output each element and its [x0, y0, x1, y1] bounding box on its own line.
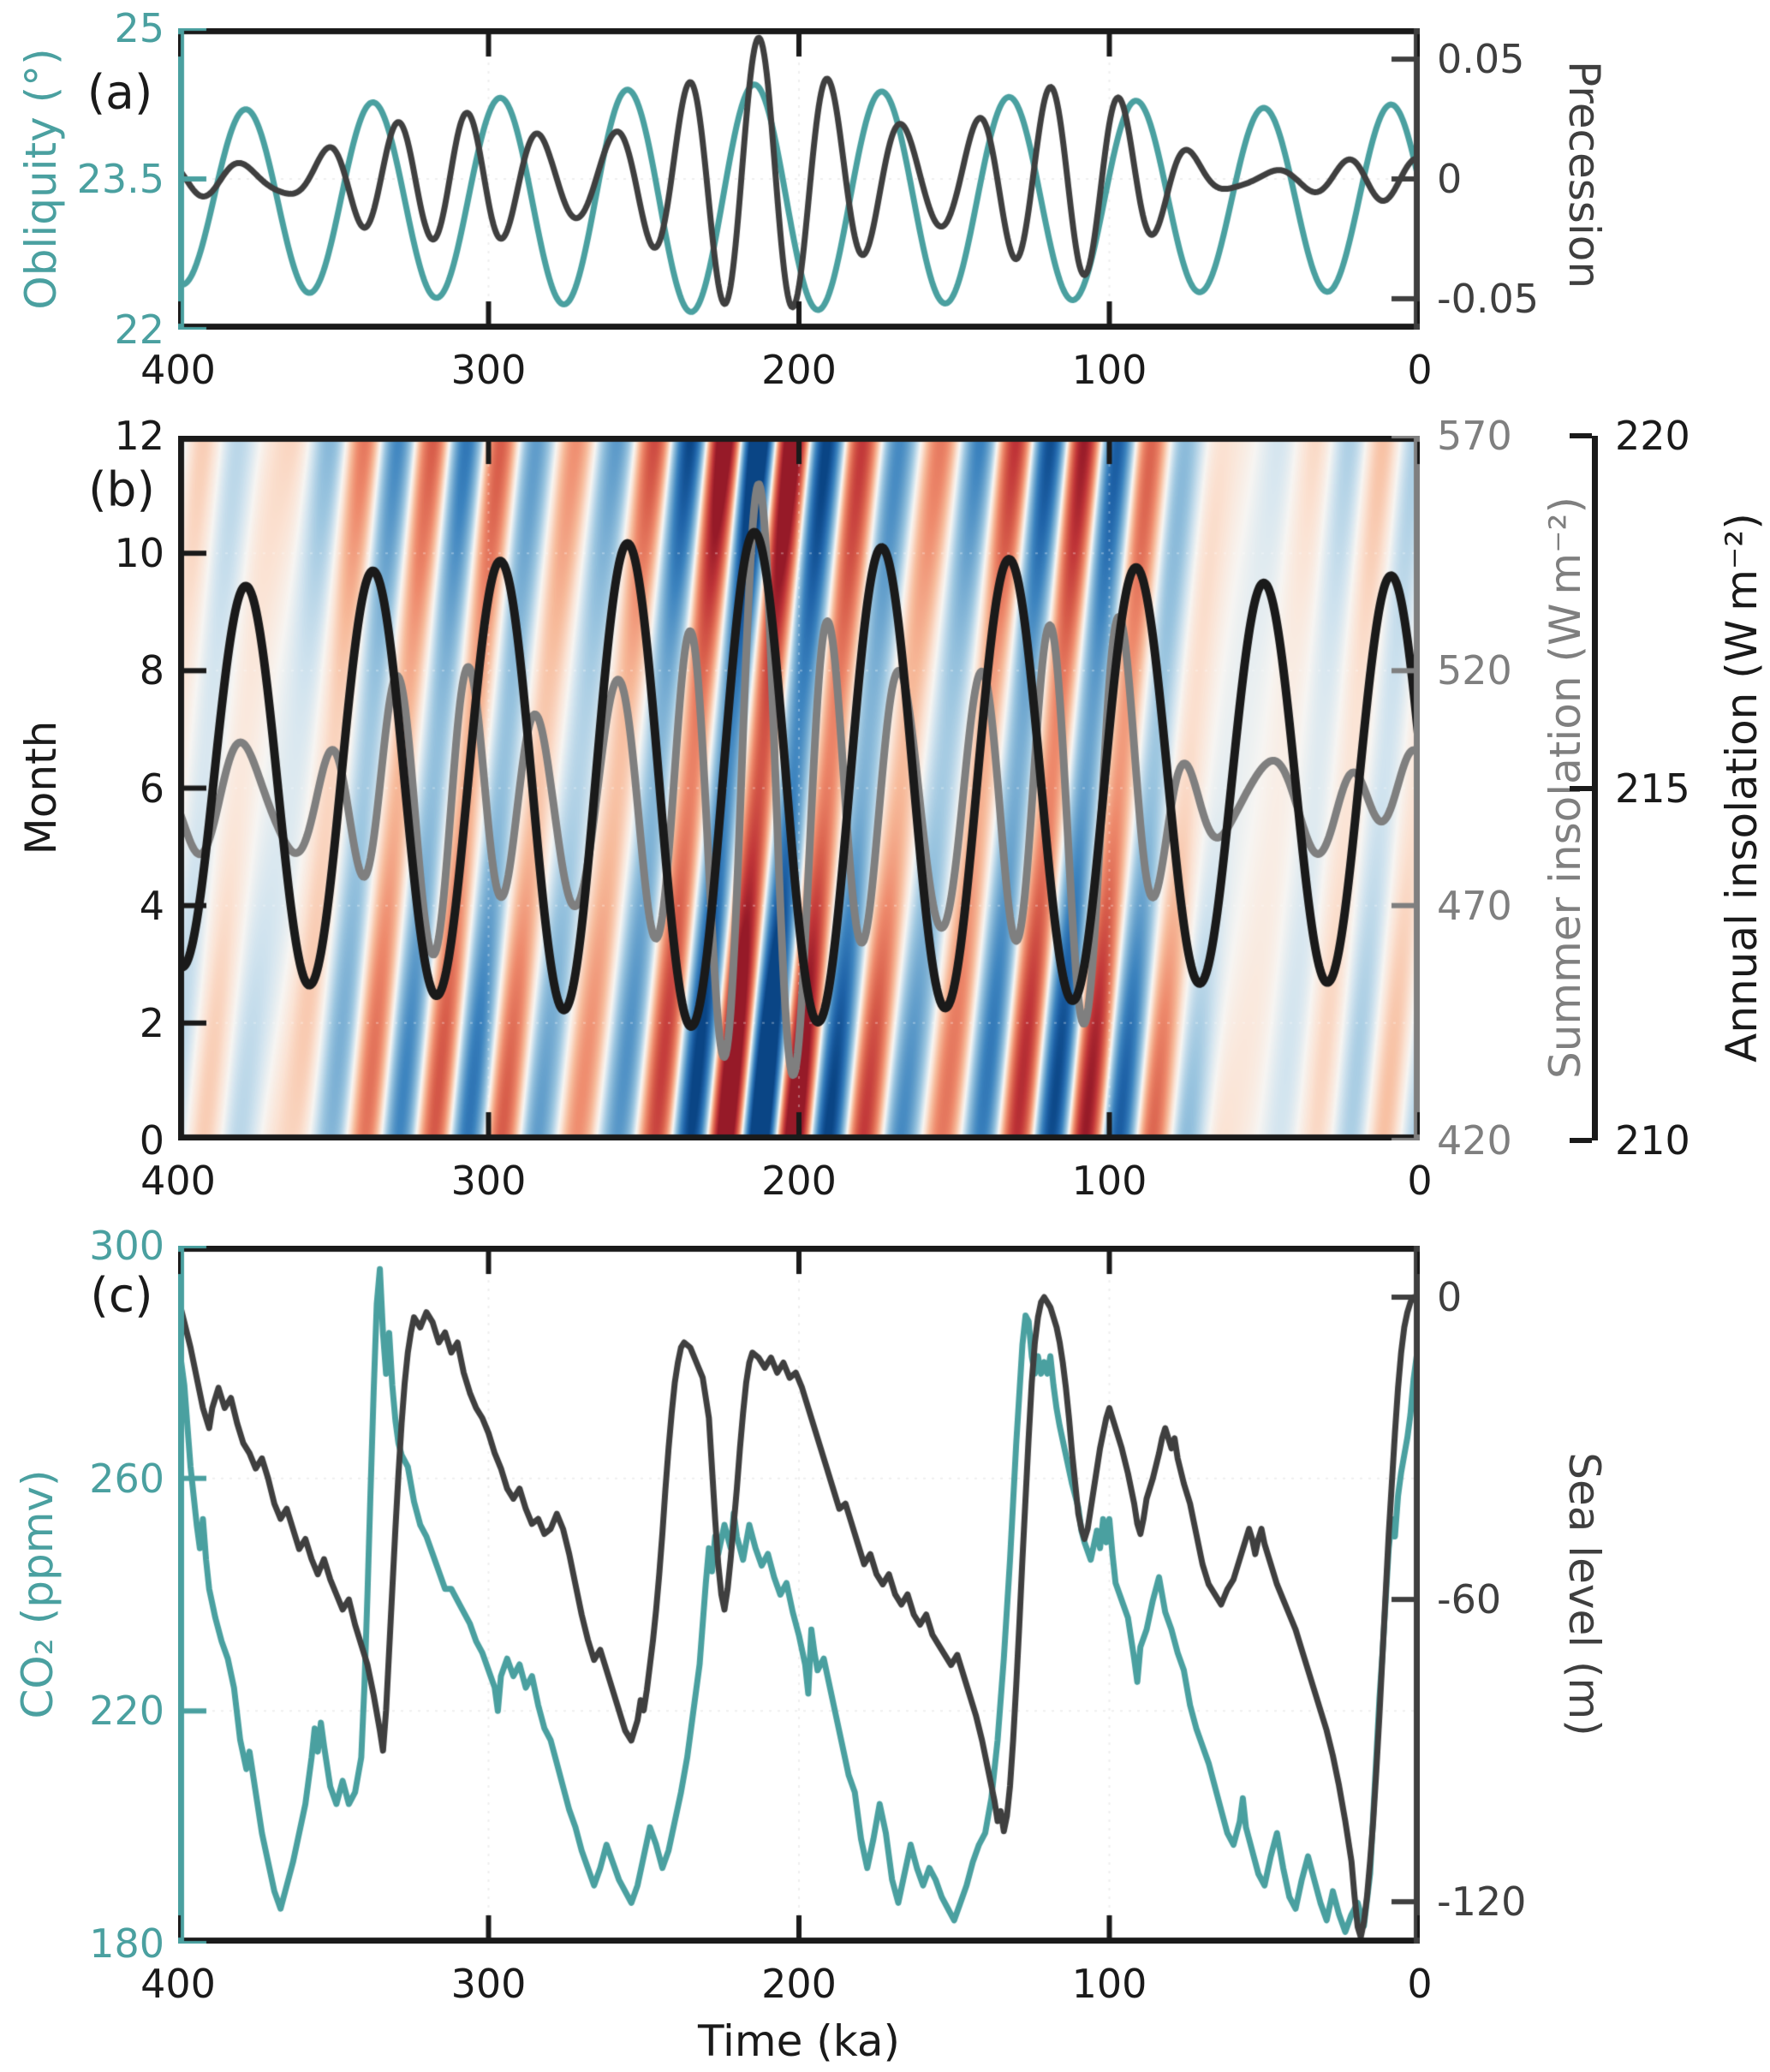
left-tick-label-c: 300 — [89, 1223, 164, 1269]
left-tick-label-b: 10 — [114, 530, 164, 577]
right-tick-label-c: -120 — [1437, 1878, 1527, 1926]
left-tick-label-c: 220 — [89, 1688, 164, 1735]
left-tick-label-b: 6 — [139, 765, 164, 812]
annual-insolation-axis-title: Annual insolation (W m⁻²) — [1717, 513, 1767, 1063]
co2-axis-title: CO₂ (ppmv) — [13, 1469, 63, 1719]
left-tick-label-c: 180 — [89, 1920, 164, 1967]
x-tick-label-b: 200 — [761, 1158, 837, 1204]
panel-c-canvas — [178, 1246, 1420, 1944]
x-tick-label-b: 100 — [1071, 1158, 1147, 1204]
panel-c-letter: (c) — [90, 1267, 153, 1323]
left-tick-label-c: 260 — [89, 1455, 164, 1502]
sea-level-axis-title: Sea level (m) — [1559, 1452, 1609, 1736]
right-tick-label-c: -60 — [1437, 1576, 1502, 1623]
x-tick-label-a: 100 — [1071, 347, 1147, 393]
panel-b-canvas — [178, 436, 1420, 1140]
annual-tick-label: 215 — [1615, 765, 1690, 812]
right-tick-label-b: 570 — [1437, 413, 1512, 459]
obliquity-axis-title: Obliquity (°) — [16, 48, 66, 310]
panel-a-canvas — [178, 28, 1420, 330]
right-tick-label-a: -0.05 — [1437, 275, 1540, 322]
right-tick-label-b: 420 — [1437, 1117, 1512, 1164]
left-tick-label-b: 4 — [139, 882, 164, 929]
left-tick-label-b: 8 — [139, 647, 164, 694]
right-tick-label-b: 520 — [1437, 647, 1512, 694]
annual-axis-line — [1592, 436, 1598, 1140]
right-tick-label-c: 0 — [1437, 1274, 1463, 1321]
annual-tick-label: 210 — [1615, 1117, 1690, 1164]
annual-axis-tick — [1570, 785, 1592, 791]
precession-axis-title: Precession — [1559, 60, 1609, 289]
panel-a-letter: (a) — [86, 64, 153, 120]
time-axis-label: Time (ka) — [698, 2016, 900, 2066]
left-tick-label-a: 22 — [114, 307, 164, 353]
x-tick-label-c: 400 — [140, 1961, 216, 2007]
left-tick-label-b: 0 — [139, 1117, 164, 1164]
x-tick-label-c: 100 — [1071, 1961, 1147, 2007]
x-tick-label-b: 400 — [140, 1158, 216, 1204]
month-axis-title: Month — [16, 720, 66, 855]
left-tick-label-a: 23.5 — [76, 156, 164, 202]
panel-b-letter: (b) — [88, 461, 155, 517]
x-tick-label-a: 400 — [140, 347, 216, 393]
x-tick-label-a: 0 — [1407, 347, 1433, 393]
left-tick-label-b: 2 — [139, 999, 164, 1046]
x-tick-label-c: 0 — [1407, 1961, 1433, 2007]
right-tick-label-a: 0.05 — [1437, 36, 1525, 83]
annual-tick-label: 220 — [1615, 413, 1690, 459]
left-tick-label-b: 12 — [114, 413, 164, 459]
x-tick-label-c: 200 — [761, 1961, 837, 2007]
annual-axis-tick — [1570, 433, 1592, 438]
annual-axis-tick — [1570, 1138, 1592, 1143]
x-tick-label-a: 300 — [450, 347, 527, 393]
x-tick-label-b: 300 — [450, 1158, 527, 1204]
right-tick-label-a: 0 — [1437, 156, 1463, 202]
left-tick-label-a: 25 — [114, 5, 164, 51]
right-tick-label-b: 470 — [1437, 882, 1512, 929]
x-tick-label-b: 0 — [1407, 1158, 1433, 1204]
x-tick-label-c: 300 — [450, 1961, 527, 2007]
x-tick-label-a: 200 — [761, 347, 837, 393]
